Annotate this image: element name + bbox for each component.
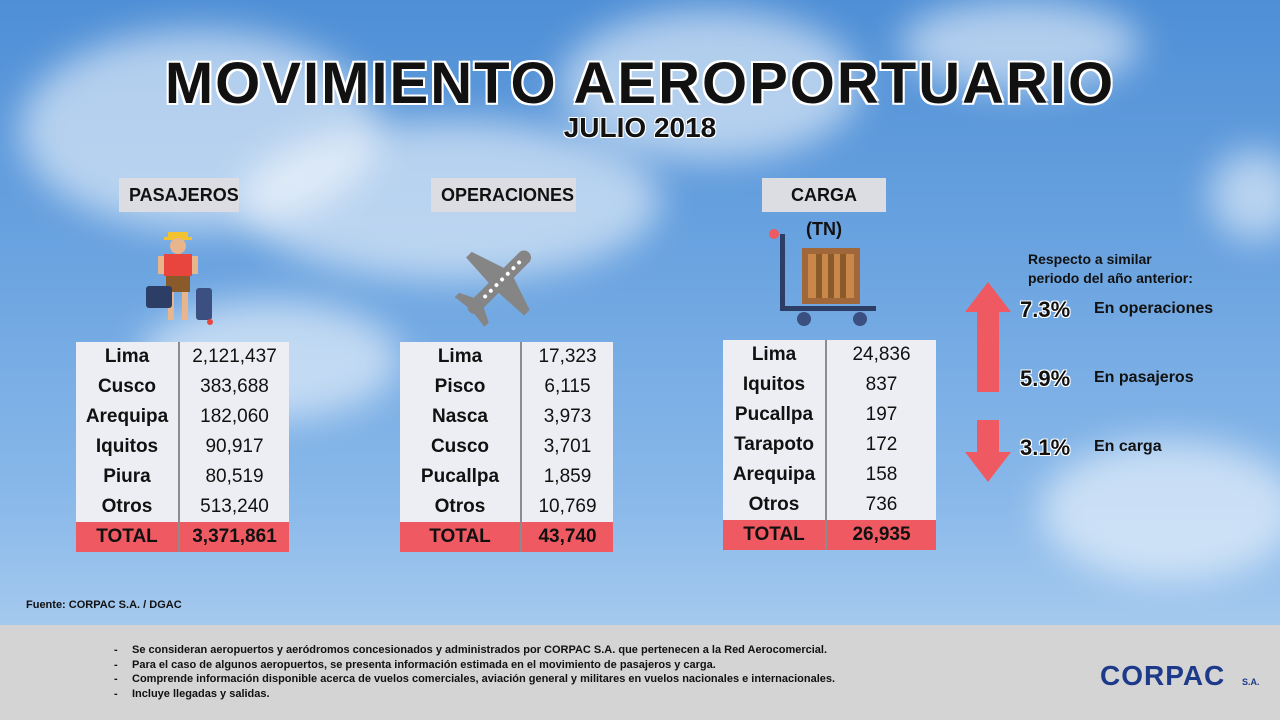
tourist-icon: [146, 232, 213, 325]
row-name: Piura: [76, 462, 180, 492]
table-row: Pucallpa 1,859: [400, 462, 613, 492]
row-name: Pucallpa: [400, 462, 522, 492]
footer-note: Se consideran aeropuertos y aeródromos c…: [114, 643, 835, 658]
table-row: Arequipa 158: [723, 460, 936, 490]
row-value: 3,973: [543, 406, 592, 427]
row-value: 383,688: [200, 376, 269, 397]
row-value: 158: [865, 464, 898, 485]
total-label: TOTAL: [76, 522, 180, 552]
row-name: Lima: [76, 342, 180, 372]
row-value: 1,859: [543, 466, 592, 487]
row-value: 90,917: [205, 436, 264, 457]
row-name: Arequipa: [76, 402, 180, 432]
note-line: periodo del año anterior:: [1028, 270, 1193, 286]
total-value: 43,740: [521, 522, 613, 552]
total-value: 26,935: [826, 520, 936, 550]
operaciones-table: Lima 17,323 Pisco 6,115 Nasca 3,973 Cusco 3,…: [400, 342, 613, 552]
cloud: [900, 0, 1140, 90]
footer-note: Para el caso de algunos aeropuertos, se …: [114, 658, 835, 673]
table-row: Piura 80,519: [76, 462, 289, 492]
row-name: Cusco: [76, 372, 180, 402]
table-row: Cusco 383,688: [76, 372, 289, 402]
footer: Se consideran aeropuertos y aeródromos c…: [0, 625, 1280, 720]
row-value: 197: [865, 404, 898, 425]
down-arrow-icon: [965, 420, 1011, 482]
up-arrow-icon: [965, 282, 1011, 392]
row-name: Iquitos: [76, 432, 180, 462]
note-line: Respecto a similar: [1028, 251, 1152, 267]
source-note: Fuente: CORPAC S.A. / DGAC: [26, 599, 182, 611]
row-value: 172: [865, 434, 898, 455]
total-row: TOTAL 43,740: [400, 522, 613, 552]
row-name: Lima: [723, 340, 827, 370]
cargo-cart-icon: [769, 229, 876, 326]
row-value: 513,240: [200, 496, 269, 517]
row-value: 17,323: [538, 346, 597, 367]
pct-pasajeros-label: En pasajeros: [1094, 369, 1194, 386]
row-name: Lima: [400, 342, 522, 372]
table-row: Lima 24,836: [723, 340, 936, 370]
row-name: Iquitos: [723, 370, 827, 400]
row-value: 3,701: [543, 436, 592, 457]
cloud: [560, 10, 860, 160]
table-row: Lima 2,121,437: [76, 342, 289, 372]
cloud: [1040, 440, 1280, 580]
pasajeros-label: PASAJEROS: [119, 178, 239, 212]
table-row: Otros 10,769: [400, 492, 613, 522]
table-row: Arequipa 182,060: [76, 402, 289, 432]
row-value: 736: [865, 494, 898, 515]
footer-note: Comprende información disponible acerca …: [114, 672, 835, 687]
row-name: Otros: [400, 492, 522, 522]
table-row: Otros 736: [723, 490, 936, 520]
operaciones-label: OPERACIONES: [431, 178, 576, 212]
corpac-logo: CORPAC: [1100, 660, 1226, 691]
pct-operaciones-label: En operaciones: [1094, 300, 1214, 317]
row-value: 2,121,437: [192, 346, 277, 367]
row-name: Tarapoto: [723, 430, 827, 460]
carga-label: CARGA (TN): [762, 178, 886, 239]
row-value: 837: [865, 374, 898, 395]
table-row: Pisco 6,115: [400, 372, 613, 402]
row-value: 10,769: [538, 496, 597, 517]
row-name: Cusco: [400, 432, 522, 462]
table-row: Cusco 3,701: [400, 432, 613, 462]
table-row: Nasca 3,973: [400, 402, 613, 432]
total-row: TOTAL 26,935: [723, 520, 936, 550]
comparison-note: Respecto a similar periodo del año anter…: [1028, 250, 1193, 288]
cloud: [1210, 150, 1280, 240]
corpac-logo-suffix: S.A.: [1242, 677, 1260, 687]
pasajeros-table: Lima 2,121,437 Cusco 383,688 Arequipa 182,0…: [76, 342, 289, 552]
row-value: 182,060: [200, 406, 269, 427]
carga-table: Lima 24,836 Iquitos 837 Pucallpa 197 Tarapo…: [723, 340, 936, 550]
page-title: MOVIMIENTO AEROPORTUARIO: [164, 51, 1116, 116]
page-subtitle: JULIO 2018: [563, 112, 717, 143]
row-name: Pisco: [400, 372, 522, 402]
row-name: Nasca: [400, 402, 522, 432]
pct-carga-label: En carga: [1094, 438, 1162, 455]
row-value: 6,115: [544, 376, 591, 397]
table-row: Lima 17,323: [400, 342, 613, 372]
pct-carga: 3.1%: [1020, 435, 1071, 460]
total-label: TOTAL: [723, 520, 827, 550]
pct-pasajeros: 5.9%: [1020, 366, 1071, 391]
airplane-icon: [454, 250, 532, 327]
pct-operaciones: 7.3%: [1020, 297, 1071, 322]
table-row: Tarapoto 172: [723, 430, 936, 460]
row-name: Pucallpa: [723, 400, 827, 430]
row-name: Otros: [76, 492, 180, 522]
row-name: Arequipa: [723, 460, 827, 490]
table-row: Iquitos 837: [723, 370, 936, 400]
footer-note: Incluye llegadas y salidas.: [114, 687, 835, 702]
total-row: TOTAL 3,371,861: [76, 522, 289, 552]
total-label: TOTAL: [400, 522, 522, 552]
row-value: 80,519: [205, 466, 264, 487]
row-name: Otros: [723, 490, 827, 520]
row-value: 24,836: [852, 344, 911, 365]
table-row: Otros 513,240: [76, 492, 289, 522]
total-value: 3,371,861: [179, 522, 289, 552]
table-row: Pucallpa 197: [723, 400, 936, 430]
table-row: Iquitos 90,917: [76, 432, 289, 462]
footer-notes: Se consideran aeropuertos y aeródromos c…: [114, 643, 835, 701]
